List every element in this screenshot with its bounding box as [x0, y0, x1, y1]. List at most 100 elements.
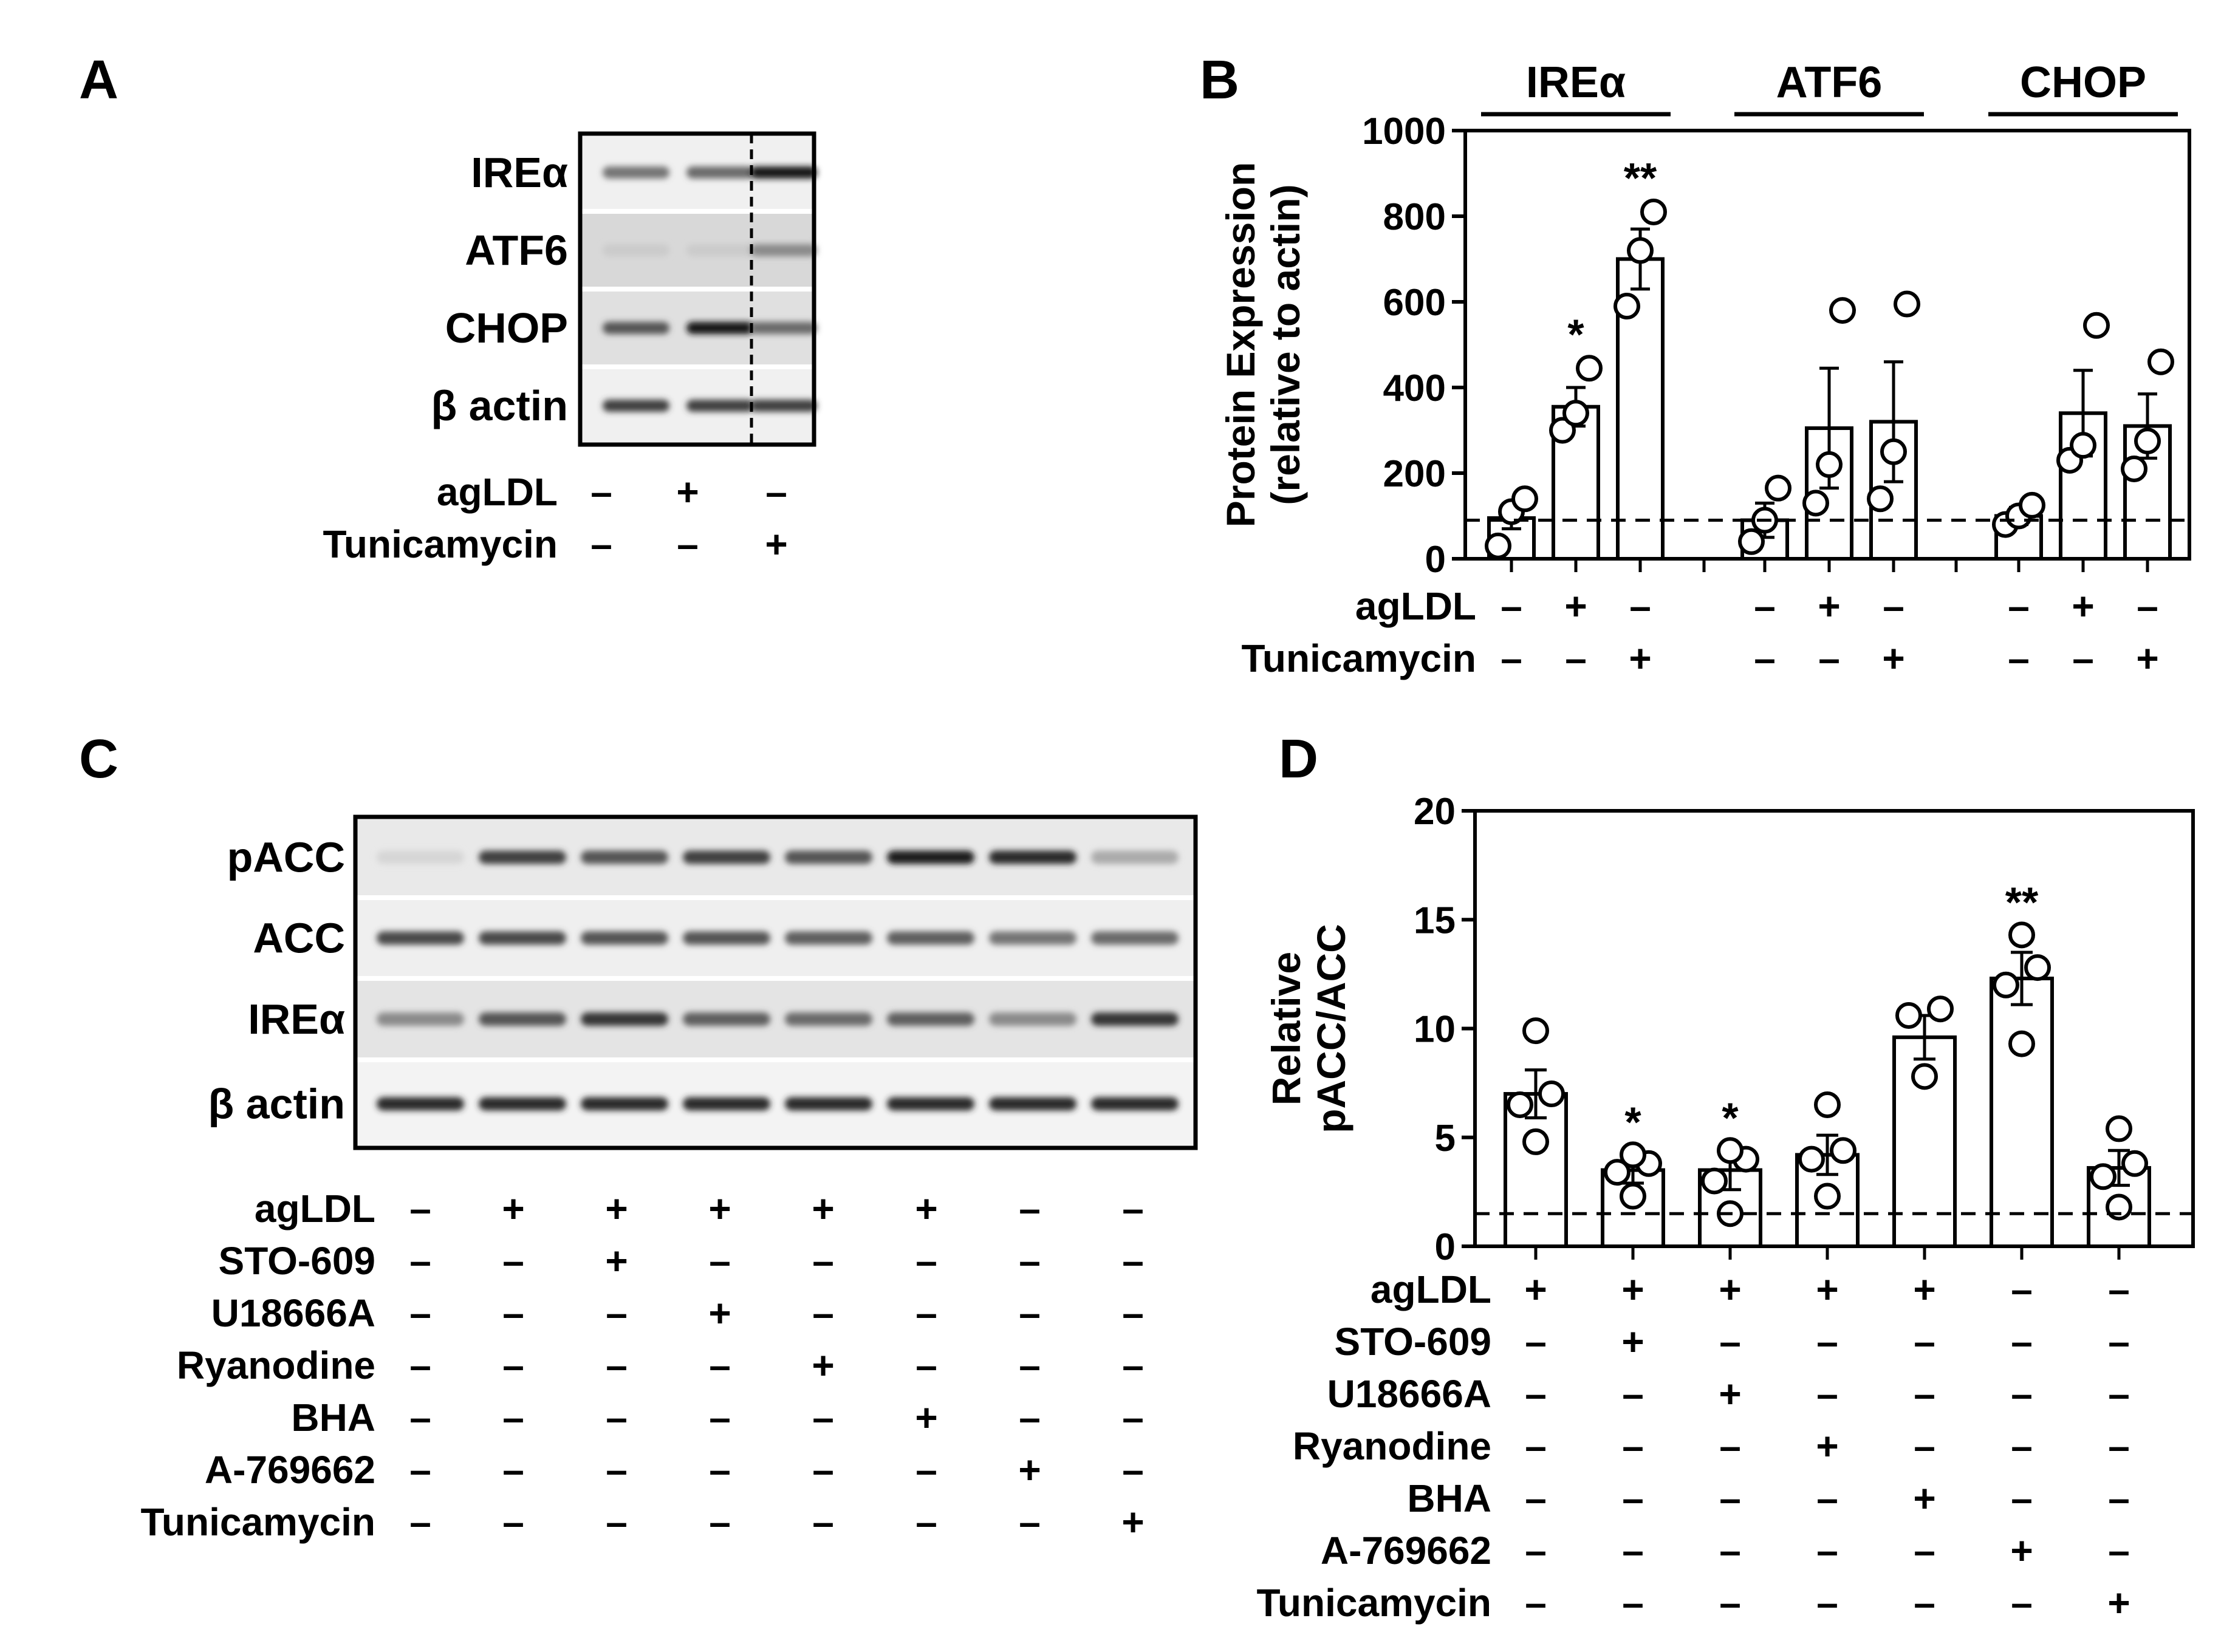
blot-band: [479, 931, 566, 945]
treatment-mark: –: [590, 470, 612, 514]
treatment-mark: –: [409, 1448, 431, 1492]
treatment-label: A-769662: [1321, 1529, 1491, 1572]
treatment-mark: –: [2108, 1476, 2130, 1520]
treatment-mark: –: [502, 1448, 524, 1492]
treatment-mark: +: [1882, 637, 1904, 680]
data-point: [1895, 1002, 1922, 1029]
treatment-mark: –: [812, 1448, 834, 1492]
treatment-mark: –: [2011, 1320, 2033, 1364]
treatment-mark: –: [1816, 1372, 1838, 1416]
treatment-mark: –: [1019, 1239, 1041, 1283]
treatment-mark: –: [1501, 584, 1522, 628]
treatment-mark: +: [1816, 1424, 1838, 1468]
treatment-mark: –: [709, 1448, 731, 1492]
treatment-mark: +: [2072, 584, 2094, 628]
treatment-mark: +: [502, 1187, 524, 1230]
treatment-mark: +: [915, 1187, 937, 1230]
treatment-mark: –: [1525, 1320, 1547, 1364]
treatment-mark: +: [1121, 1500, 1144, 1544]
blot-band: [377, 850, 464, 864]
data-point: [1701, 1167, 1728, 1195]
blot-band: [750, 322, 817, 334]
group-label: CHOP: [2020, 58, 2146, 107]
treatment-mark: –: [1719, 1476, 1741, 1520]
treatment-label: STO-609: [1335, 1320, 1492, 1364]
blot-band: [683, 850, 770, 864]
treatment-mark: –: [2137, 584, 2158, 628]
treatment-mark: –: [1914, 1581, 1935, 1625]
treatment-mark: –: [606, 1500, 628, 1544]
y-axis-label-line: Protein Expression: [1218, 162, 1263, 528]
treatment-mark: –: [1122, 1448, 1144, 1492]
blot-band: [603, 400, 669, 412]
data-point: [1894, 290, 1920, 318]
treatment-mark: +: [1621, 1320, 1644, 1364]
blot-band: [686, 166, 753, 179]
bar: [1892, 1035, 1957, 1248]
blot-row-label: pACC: [227, 834, 345, 881]
treatment-mark: –: [1122, 1396, 1144, 1439]
data-point: [1993, 971, 2019, 998]
data-point: [2024, 954, 2051, 981]
y-tick-label: 600: [1383, 282, 1446, 324]
treatment-mark: –: [606, 1448, 628, 1492]
treatment-mark: –: [590, 522, 612, 566]
treatment-mark: –: [606, 1343, 628, 1387]
blot-band: [1091, 1012, 1179, 1026]
treatment-mark: +: [708, 1291, 731, 1335]
treatment-mark: –: [1019, 1187, 1041, 1230]
treatment-mark: –: [409, 1500, 431, 1544]
treatment-mark: +: [812, 1187, 834, 1230]
treatment-mark: –: [709, 1239, 731, 1283]
significance-marker: **: [2005, 878, 2039, 926]
blot-band: [989, 1012, 1076, 1026]
panel-d-letter: D: [1279, 729, 1318, 790]
blot-frame: [578, 131, 816, 447]
data-point: [2008, 1030, 2035, 1057]
blot-band: [887, 850, 974, 864]
data-point: [1738, 528, 1765, 555]
blot-band: [686, 322, 753, 334]
blot-band: [989, 931, 1076, 945]
treatment-mark: –: [812, 1239, 834, 1283]
treatment-mark: –: [2108, 1320, 2130, 1364]
y-tick-label: 400: [1383, 367, 1446, 409]
data-point: [2090, 1163, 2117, 1190]
treatment-mark: –: [2108, 1268, 2130, 1311]
blot-band: [750, 400, 817, 412]
blot-band: [683, 1097, 770, 1111]
treatment-mark: –: [1754, 637, 1776, 680]
blot-row-label: IREα: [471, 149, 568, 196]
treatment-mark: –: [1883, 584, 1904, 628]
blot-row-label: β actin: [431, 382, 568, 429]
blot-band: [683, 1012, 770, 1026]
y-axis-label: Protein Expression(relative to actin): [1218, 162, 1308, 528]
treatment-mark: –: [1019, 1291, 1041, 1335]
treatment-mark: –: [677, 522, 699, 566]
treatment-mark: –: [2011, 1581, 2033, 1625]
treatment-mark: –: [709, 1343, 731, 1387]
treatment-mark: –: [1816, 1476, 1838, 1520]
data-point: [2083, 312, 2110, 339]
treatment-mark: –: [1816, 1529, 1838, 1572]
blot-band: [686, 244, 753, 256]
panel-c-letter: C: [79, 729, 118, 790]
blot-band: [750, 244, 817, 256]
blot-row-label: β actin: [208, 1080, 345, 1128]
treatment-mark: –: [2108, 1372, 2130, 1416]
treatment-mark: +: [1621, 1268, 1644, 1311]
blot-row-label: CHOP: [445, 304, 568, 352]
treatment-label: BHA: [1407, 1476, 1491, 1520]
treatment-mark: –: [2008, 637, 2030, 680]
treatment-mark: –: [2011, 1268, 2033, 1311]
panel-b-bar-chart: 0 200 400 600 800 1000 Protein Expression(rela…: [1218, 58, 2191, 680]
blot-band: [581, 931, 668, 945]
data-point: [1507, 1091, 1533, 1118]
treatment-mark: –: [709, 1500, 731, 1544]
treatment-mark: –: [2011, 1424, 2033, 1468]
blot-band: [683, 931, 770, 945]
